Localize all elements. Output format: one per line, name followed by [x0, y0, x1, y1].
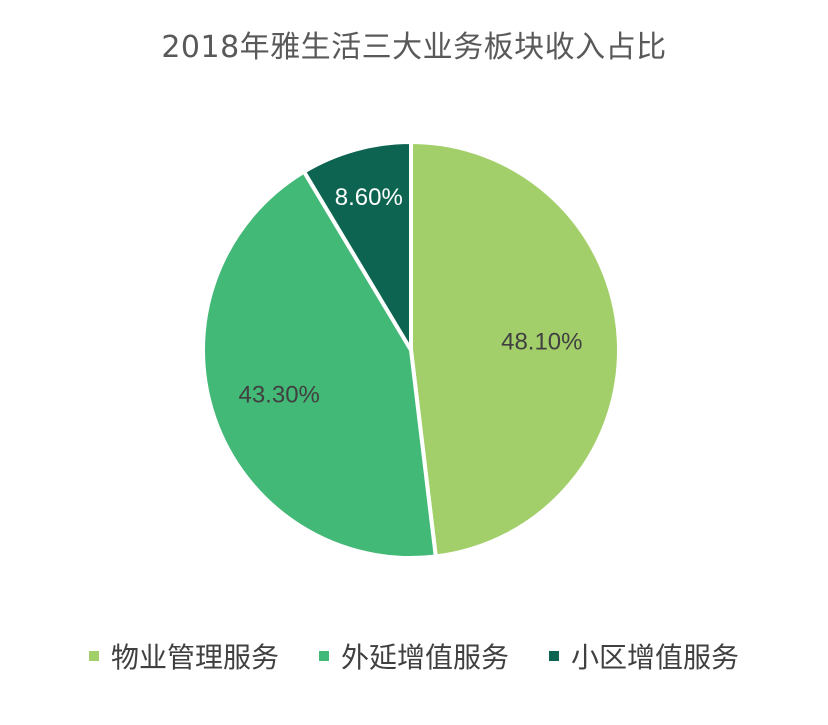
pie-data-label-1: 48.10%: [501, 329, 582, 356]
pie-slices: [201, 140, 621, 560]
pie-data-label-2: 43.30%: [238, 382, 319, 409]
legend-swatch-3: [549, 651, 559, 661]
pie-slice-3: [302, 140, 413, 352]
pie-labels: 48.10% 43.30% 8.60%: [238, 184, 582, 408]
legend-swatch-1: [88, 651, 99, 661]
pie-data-label-3: 8.60%: [335, 184, 403, 211]
legend-item-3: 小区增值服务: [549, 636, 739, 676]
legend-label-3: 小区增值服务: [571, 641, 740, 674]
legend-label-1: 物业管理服务: [110, 641, 279, 674]
legend-item-2: 外延增值服务: [318, 636, 509, 676]
chart-title: 2018年雅生活三大业务板块收入占比: [161, 30, 667, 65]
pie-slice-2: [201, 169, 438, 560]
legend-item-1: 物业管理服务: [88, 636, 279, 676]
legend: 物业管理服务 外延增值服务 小区增值服务: [0, 636, 828, 676]
pie-slice-1: [409, 140, 621, 559]
legend-swatch-2: [318, 651, 329, 661]
legend-label-2: 外延增值服务: [340, 641, 509, 674]
